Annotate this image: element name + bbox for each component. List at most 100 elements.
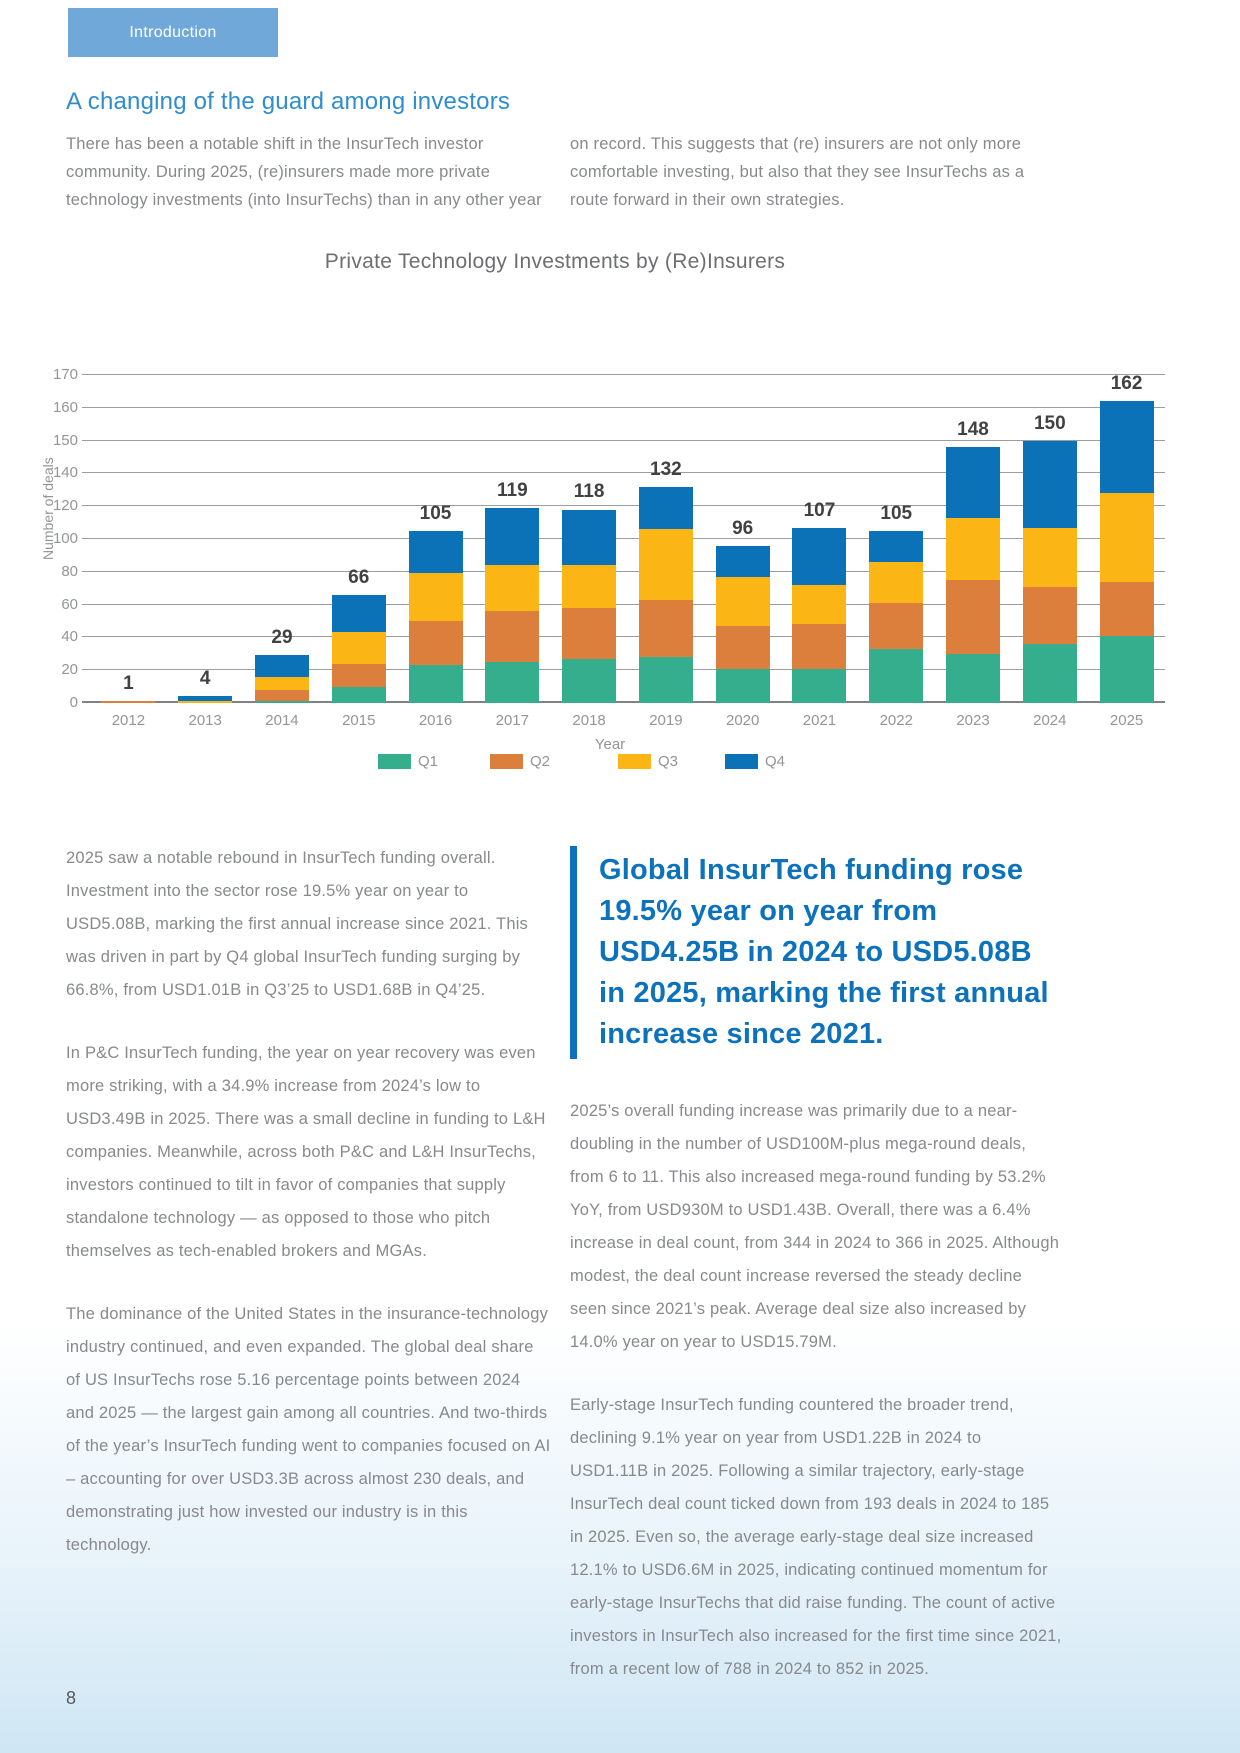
gridline-160: [82, 406, 1165, 408]
bar-segment-2017-Q3: [485, 565, 540, 612]
legend-item-Q4: Q4: [725, 753, 785, 770]
bar-segment-2014-Q2: [254, 689, 309, 702]
legend-swatch-Q2: [490, 754, 523, 769]
gridline-40: [82, 636, 1165, 638]
bar-total-label-2018: 118: [573, 481, 605, 503]
bar-total-label-2025: 162: [1110, 373, 1143, 395]
x-tick-label-2016: 2016: [418, 712, 453, 729]
stacked-bar-chart: 0 20 40 60 80 100 120 140 150 160 170 1 4 29 66 105 119 1…: [53, 366, 1165, 711]
bar-segment-2023-Q4: [946, 447, 1001, 518]
gridline-60: [82, 603, 1165, 605]
x-tick-label-2021: 2021: [802, 712, 837, 729]
bar-segment-2017-Q1: [485, 662, 540, 703]
bar-segment-2023-Q2: [946, 580, 1001, 654]
intro-text-right: on record. This suggests that (re) insur…: [570, 135, 1025, 209]
bar-segment-2020-Q2: [715, 625, 770, 669]
bar-segment-2014-Q3: [254, 676, 309, 690]
bar-segment-2020-Q3: [715, 576, 770, 626]
bar-segment-2024-Q4: [1022, 440, 1077, 528]
page-bottom-gradient: [0, 1323, 1240, 1753]
bar-segment-2019-Q3: [638, 529, 693, 600]
body-left-column: 2025 saw a notable rebound in InsurTech …: [66, 842, 551, 1592]
legend-label-Q1: Q1: [418, 753, 439, 770]
bar-segment-2015-Q1: [331, 686, 386, 703]
bar-total-label-2019: 132: [650, 458, 682, 480]
body-right-column: Global InsurTech funding rose 19.5% year…: [570, 842, 1062, 1716]
bar-segment-2019-Q4: [638, 486, 693, 530]
x-tick-label-2019: 2019: [649, 712, 683, 729]
gridline-140: [82, 472, 1165, 474]
bar-total-label-2016: 105: [419, 502, 452, 524]
bar-segment-2019-Q1: [638, 657, 693, 703]
chart-legend: Q1 Q2 Q3 Q4: [90, 753, 1165, 775]
y-tick-label: 160: [52, 398, 78, 416]
paragraph: The dominance of the United States in th…: [66, 1305, 551, 1554]
page-number: 8: [66, 1688, 77, 1708]
gridline-120: [82, 505, 1165, 507]
legend-item-Q2: Q2: [490, 753, 550, 770]
bar-segment-2022-Q3: [869, 561, 924, 603]
bar-segment-2015-Q2: [331, 663, 386, 687]
x-tick-label-2015: 2015: [342, 712, 376, 729]
bar-segment-2015-Q3: [331, 632, 386, 664]
bar-segment-2023-Q3: [946, 517, 1001, 580]
x-tick-label-2020: 2020: [725, 712, 760, 729]
bar-segment-2019-Q2: [638, 599, 693, 658]
bar-segment-2013-Q3: [178, 701, 233, 703]
gridline-80: [82, 570, 1165, 572]
bar-total-label-2020: 96: [732, 517, 754, 539]
x-tick-label-2012: 2012: [111, 712, 146, 729]
page-title: A changing of the guard among investors: [66, 88, 511, 115]
x-tick-label-2025: 2025: [1109, 712, 1144, 729]
bar-total-label-2023: 148: [957, 419, 989, 441]
x-tick-label-2022: 2022: [879, 712, 913, 729]
bar-total-label-2017: 119: [496, 479, 528, 501]
bar-segment-2016-Q2: [408, 621, 463, 666]
bar-segment-2024-Q1: [1022, 643, 1077, 703]
y-tick-label: 170: [52, 366, 78, 383]
paragraph: 2025 saw a notable rebound in InsurTech …: [66, 849, 529, 999]
bar-segment-2023-Q1: [946, 653, 1001, 703]
bar-total-label-2013: 4: [199, 668, 211, 690]
bar-segment-2014-Q4: [254, 655, 309, 677]
y-tick-label: 40: [61, 628, 78, 646]
paragraph: 2025’s overall funding increase was prim…: [570, 1102, 1060, 1351]
gridline-100: [82, 538, 1165, 539]
x-tick-label-2013: 2013: [188, 712, 222, 729]
legend-swatch-Q4: [725, 754, 758, 769]
bar-segment-2024-Q2: [1022, 586, 1077, 644]
bar-total-label-2012: 1: [123, 673, 134, 695]
bar-segment-2025-Q3: [1099, 493, 1154, 582]
bar-segment-2016-Q4: [408, 530, 463, 574]
gridline-0: [82, 701, 1165, 703]
bar-segment-2021-Q4: [792, 527, 847, 585]
x-tick-label-2017: 2017: [495, 712, 529, 729]
bar-segment-2021-Q3: [792, 584, 847, 625]
bar-total-label-2014: 29: [271, 627, 293, 649]
y-tick-label: 20: [61, 661, 78, 679]
y-tick-label: 0: [69, 694, 78, 711]
bar-segment-2016-Q3: [408, 573, 463, 621]
section-tab-introduction[interactable]: Introduction: [68, 8, 278, 57]
bar-segment-2022-Q2: [869, 602, 924, 649]
bar-total-label-2024: 150: [1033, 412, 1066, 434]
y-tick-label: 60: [61, 595, 78, 613]
paragraph: Early-stage InsurTech funding countered …: [570, 1396, 1062, 1678]
chart-title: Private Technology Investments by (Re)In…: [324, 250, 786, 273]
bar-segment-2020-Q4: [715, 545, 770, 577]
chart-x-axis-label: Year: [594, 736, 626, 753]
gridline-150: [82, 439, 1165, 441]
chart-y-axis-label: Number of deals: [40, 457, 56, 560]
y-tick-label: 80: [61, 562, 78, 580]
legend-label-Q2: Q2: [530, 753, 551, 770]
y-tick-label: 140: [52, 464, 78, 482]
bar-segment-2018-Q4: [562, 509, 617, 566]
x-tick-label-2018: 2018: [572, 712, 606, 729]
bar-segment-2020-Q1: [715, 668, 770, 703]
intro-text-left: There has been a notable shift in the In…: [66, 135, 542, 209]
bar-segment-2015-Q4: [331, 594, 386, 633]
y-tick-label: 120: [52, 497, 78, 515]
bar-segment-2025-Q4: [1099, 401, 1154, 494]
x-tick-label-2023: 2023: [956, 712, 990, 729]
